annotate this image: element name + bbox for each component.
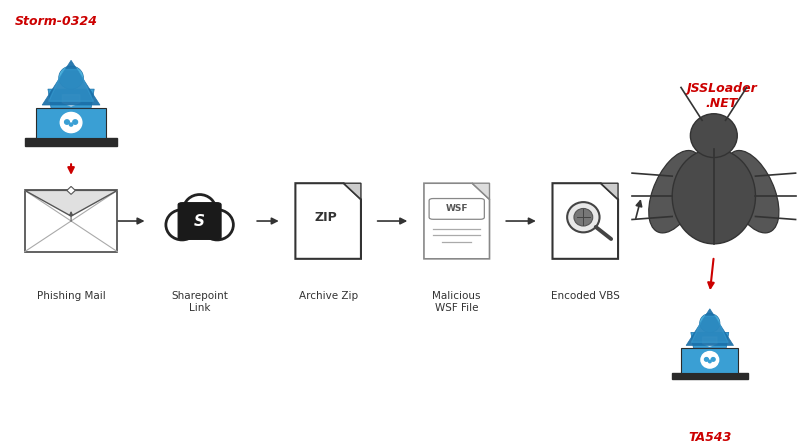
Ellipse shape [65, 120, 70, 124]
Polygon shape [25, 190, 117, 216]
Polygon shape [424, 183, 489, 259]
Polygon shape [691, 333, 729, 348]
Ellipse shape [166, 210, 198, 240]
Ellipse shape [61, 112, 82, 133]
Polygon shape [553, 183, 618, 259]
Polygon shape [62, 95, 80, 106]
Polygon shape [25, 190, 117, 252]
Text: S: S [194, 214, 205, 229]
Polygon shape [686, 309, 734, 345]
Polygon shape [49, 70, 93, 101]
Polygon shape [703, 337, 717, 346]
Text: Storm-0324: Storm-0324 [15, 15, 98, 28]
Text: TA543: TA543 [688, 431, 731, 444]
Ellipse shape [201, 210, 233, 240]
Text: Archive Zip: Archive Zip [299, 291, 358, 301]
Ellipse shape [649, 151, 702, 233]
Ellipse shape [567, 202, 599, 232]
Ellipse shape [73, 120, 78, 124]
Ellipse shape [700, 313, 720, 333]
Polygon shape [42, 60, 100, 105]
Polygon shape [681, 348, 739, 373]
Ellipse shape [705, 357, 709, 361]
Polygon shape [25, 139, 117, 147]
FancyBboxPatch shape [178, 203, 221, 239]
Ellipse shape [59, 66, 83, 89]
Polygon shape [601, 183, 618, 199]
Polygon shape [692, 316, 728, 342]
Ellipse shape [709, 360, 711, 363]
Ellipse shape [711, 357, 715, 361]
Text: Malicious
WSF File: Malicious WSF File [433, 291, 481, 313]
Polygon shape [36, 108, 106, 139]
Text: Encoded VBS: Encoded VBS [551, 291, 620, 301]
Polygon shape [472, 183, 489, 199]
Polygon shape [48, 89, 94, 108]
Ellipse shape [672, 149, 756, 244]
Polygon shape [67, 186, 75, 194]
Polygon shape [344, 183, 361, 199]
Text: WSF: WSF [446, 204, 468, 214]
Text: Sharepoint
Link: Sharepoint Link [172, 291, 228, 313]
FancyBboxPatch shape [429, 198, 485, 219]
Ellipse shape [70, 123, 73, 126]
Polygon shape [295, 183, 361, 259]
Ellipse shape [701, 352, 718, 368]
Text: ZIP: ZIP [314, 211, 337, 224]
Text: JSSLoader
.NET: JSSLoader .NET [687, 82, 757, 110]
Ellipse shape [690, 114, 737, 158]
Ellipse shape [725, 151, 779, 233]
Polygon shape [671, 373, 748, 379]
Ellipse shape [184, 194, 216, 225]
Ellipse shape [574, 209, 593, 226]
Text: Phishing Mail: Phishing Mail [36, 291, 105, 301]
